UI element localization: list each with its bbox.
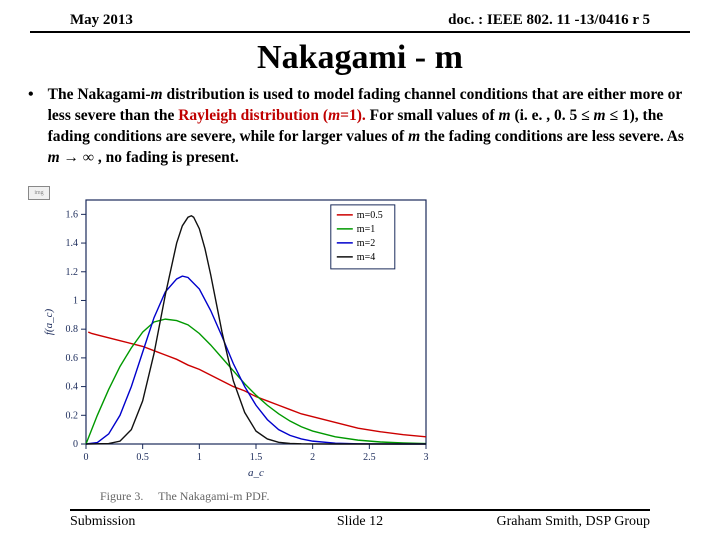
svg-text:m=0.5: m=0.5 (357, 210, 383, 221)
bullet-icon: • (28, 85, 34, 169)
svg-text:1: 1 (73, 295, 78, 306)
svg-text:0: 0 (84, 452, 89, 463)
footer-left: Submission (70, 514, 135, 530)
caption-label: Figure 3. (100, 489, 143, 503)
body-text: The Nakagami-m distribution is used to m… (48, 85, 686, 169)
svg-text:2: 2 (310, 452, 315, 463)
nakagami-pdf-chart: 0 0.5 1 1.5 2 2.5 3 0 0.2 0.4 0.6 0.8 1 1.2 1.4 1.6 a_c f… (38, 192, 438, 482)
svg-text:1.6: 1.6 (66, 209, 79, 220)
svg-text:1.4: 1.4 (66, 238, 79, 249)
svg-text:a_c: a_c (248, 467, 264, 479)
svg-text:0.6: 0.6 (66, 353, 79, 364)
svg-text:0.2: 0.2 (66, 410, 79, 421)
svg-text:0: 0 (73, 439, 78, 450)
svg-text:m=2: m=2 (357, 238, 375, 249)
figure-caption: Figure 3. The Nakagami-m PDF. (100, 489, 270, 504)
footer-author: Graham Smith, DSP Group (497, 514, 650, 530)
footer-slide-number: Slide 12 (337, 514, 383, 530)
slide-footer: Submission Slide 12 Graham Smith, DSP Gr… (30, 509, 690, 530)
svg-text:1.2: 1.2 (66, 267, 79, 278)
body-row: • The Nakagami-m distribution is used to… (0, 85, 720, 169)
svg-text:m=1: m=1 (357, 224, 375, 235)
slide-title: Nakagami - m (0, 39, 720, 77)
svg-text:0.8: 0.8 (66, 324, 79, 335)
svg-text:0.4: 0.4 (66, 382, 79, 393)
svg-text:2.5: 2.5 (363, 452, 376, 463)
header-date: May 2013 (70, 12, 133, 29)
svg-text:f(a_c): f(a_c) (43, 309, 55, 336)
svg-text:1: 1 (197, 452, 202, 463)
svg-text:3: 3 (424, 452, 429, 463)
slide-header: May 2013 doc. : IEEE 802. 11 -13/0416 r … (30, 0, 690, 33)
svg-text:1.5: 1.5 (250, 452, 263, 463)
header-docid: doc. : IEEE 802. 11 -13/0416 r 5 (448, 12, 650, 29)
svg-text:0.5: 0.5 (136, 452, 149, 463)
caption-text: The Nakagami-m PDF. (158, 489, 269, 503)
svg-text:m=4: m=4 (357, 252, 375, 263)
